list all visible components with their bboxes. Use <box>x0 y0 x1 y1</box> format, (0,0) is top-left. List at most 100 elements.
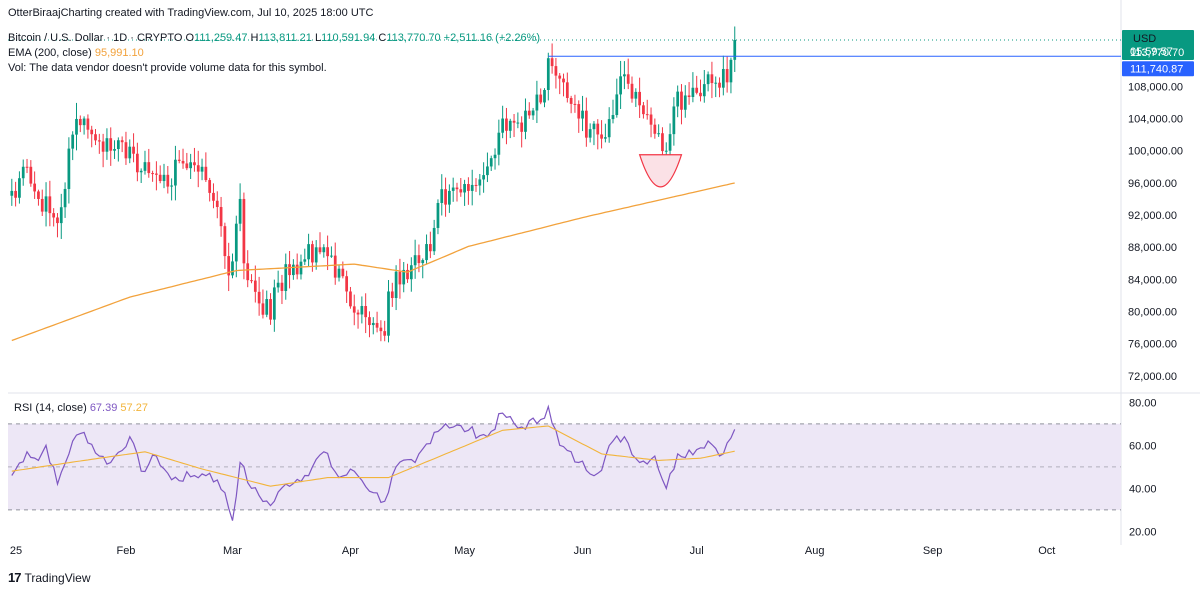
candle-body <box>676 91 680 107</box>
candle-body <box>402 269 406 285</box>
symbol-legend: Bitcoin / U.S. Dollar · 1D · CRYPTO O111… <box>8 32 540 44</box>
tradingview-logo[interactable]: 17 TradingView <box>8 570 91 585</box>
candle-body <box>56 217 59 224</box>
ema-label: EMA (200, close) <box>8 47 92 59</box>
candle-body <box>299 261 303 275</box>
candle-body <box>729 59 733 83</box>
candle-body <box>634 91 638 99</box>
rsi-title: RSI (14, close) 67.39 57.27 <box>14 402 148 414</box>
candle-body <box>615 94 619 116</box>
ema-legend[interactable]: EMA (200, close) 95,991.10 <box>8 47 144 59</box>
candle-body <box>155 173 158 175</box>
candle-body <box>459 189 463 193</box>
candle-body <box>269 299 272 320</box>
candle-body <box>37 191 40 199</box>
candle-body <box>573 103 577 105</box>
last-price-tag: 113,770.70 <box>1130 47 1184 59</box>
candle-body <box>204 166 208 181</box>
currency-label[interactable]: USD <box>1133 33 1157 45</box>
symbol-pair[interactable]: Bitcoin / U.S. Dollar · 1D · CRYPTO <box>8 32 183 44</box>
candle-body <box>292 264 295 276</box>
candle-body <box>128 146 132 159</box>
price-tick-label: 92,000.00 <box>1128 210 1177 222</box>
candle-body <box>345 276 349 292</box>
candle-body <box>505 118 508 131</box>
candle-body <box>147 162 151 174</box>
candle-body <box>440 189 444 203</box>
candle-body <box>94 134 97 141</box>
candle-body <box>508 120 512 131</box>
candle-body <box>680 91 683 110</box>
x-tick-label: Jul <box>690 545 704 557</box>
rsi-ma-last-value: 57.27 <box>120 402 148 414</box>
candle-body <box>196 165 200 172</box>
candle-body <box>33 183 37 192</box>
candle-body <box>109 138 113 151</box>
candle-body <box>234 223 238 262</box>
candle-body <box>645 114 649 116</box>
candle-body <box>596 123 600 135</box>
rsi-tick-label: 20.00 <box>1129 526 1157 538</box>
candle-body <box>352 306 356 313</box>
candle-body <box>29 166 33 184</box>
candle-body <box>638 91 641 106</box>
rsi-last-value: 67.39 <box>90 402 121 414</box>
candle-body <box>425 244 428 261</box>
candle-body <box>360 306 364 315</box>
candle-body <box>524 110 527 132</box>
candle-body <box>303 259 307 262</box>
candle-body <box>687 95 691 97</box>
x-tick-label: Oct <box>1038 545 1055 557</box>
resistance-price-tag: 111,740.87 <box>1130 63 1183 75</box>
candle-body <box>733 39 737 60</box>
candle-body <box>158 174 162 182</box>
candle-body <box>185 163 189 169</box>
low-label: L <box>314 32 322 44</box>
candle-body <box>349 291 352 307</box>
candle-body <box>642 105 645 115</box>
candle-body <box>448 190 451 205</box>
candle-body <box>40 198 44 212</box>
axes: 72,000.00 76,000.00 80,000.00 84,000.00 88,0… <box>10 29 1194 557</box>
candle-body <box>413 255 417 266</box>
rsi-tick-label: 40.00 <box>1129 483 1157 495</box>
candle-body <box>432 227 436 252</box>
candle-body <box>543 89 546 103</box>
candle-body <box>322 247 326 253</box>
candle-body <box>90 129 94 135</box>
candle-body <box>75 118 78 135</box>
candle-body <box>371 322 375 326</box>
ema-value: 95,991.10 <box>94 47 144 59</box>
candle-body <box>132 146 135 154</box>
candle-body <box>295 264 299 275</box>
candle-body <box>721 68 725 88</box>
open-value: 111,259.47 <box>194 32 248 44</box>
candle-body <box>520 122 524 132</box>
candle-body <box>280 282 284 291</box>
price-tick-label: 84,000.00 <box>1128 274 1177 286</box>
x-tick-label: May <box>454 545 475 557</box>
candle-body <box>516 122 520 124</box>
candle-body <box>341 268 345 277</box>
candle-body <box>581 110 584 119</box>
candle-body <box>356 312 360 315</box>
price-tick-label: 72,000.00 <box>1128 371 1177 383</box>
candle-body <box>364 306 368 318</box>
candle-body <box>470 184 474 191</box>
candle-body <box>379 327 383 332</box>
candle-body <box>174 159 177 186</box>
x-tick-label: Apr <box>342 545 359 557</box>
candle-body <box>474 184 478 186</box>
candle-body <box>527 110 531 116</box>
x-tick-label: 25 <box>10 545 22 557</box>
candle-body <box>619 76 622 95</box>
candle-body <box>71 134 75 149</box>
candle-body <box>497 132 501 155</box>
candle-body <box>276 282 280 288</box>
candle-body <box>177 159 181 161</box>
candle-body <box>406 269 409 280</box>
candle-body <box>554 66 558 76</box>
candle-body <box>714 82 718 84</box>
cup-pattern-shape <box>638 154 683 188</box>
candle-body <box>231 261 234 276</box>
